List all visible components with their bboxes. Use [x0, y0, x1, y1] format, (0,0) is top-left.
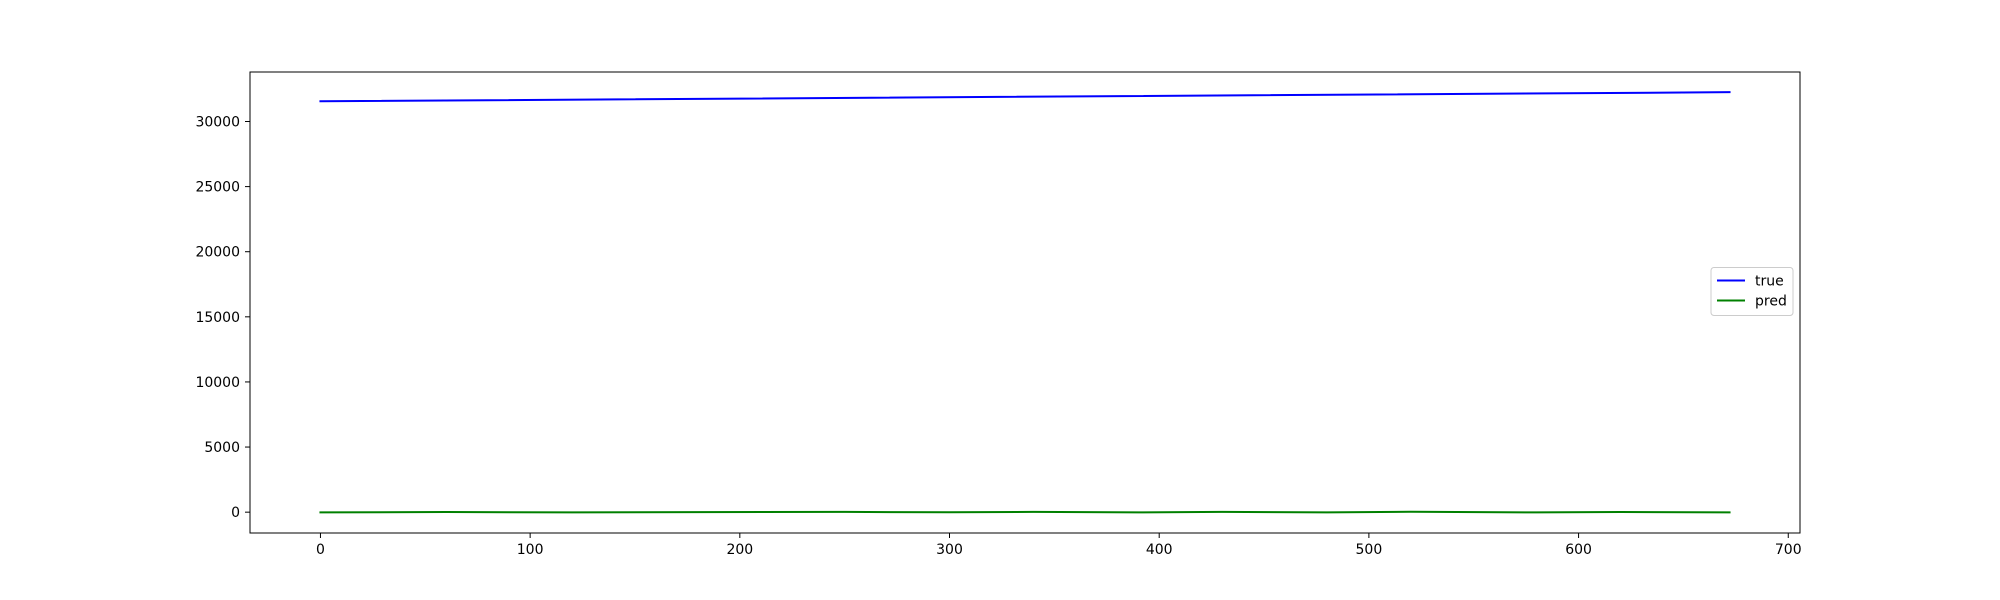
legend-label-true: true: [1755, 274, 1784, 290]
series-line-pred: [319, 510, 1731, 514]
series-line-true: [319, 91, 1731, 103]
x-axis: 0 100 200 300 400 500 600 700: [316, 533, 1802, 558]
x-tick-label-100: 100: [517, 542, 544, 558]
plot-frame: [249, 71, 1801, 534]
y-tick-label-15000: 15000: [195, 310, 240, 326]
x-tick-label-600: 600: [1565, 542, 1592, 558]
x-tick-label-0: 0: [316, 542, 325, 558]
x-tick-label-200: 200: [726, 542, 753, 558]
y-tick-label-10000: 10000: [195, 375, 240, 391]
y-tick-label-25000: 25000: [195, 180, 240, 196]
x-tick-label-300: 300: [936, 542, 963, 558]
plot-area: [250, 72, 1800, 533]
x-tick-label-500: 500: [1356, 542, 1383, 558]
x-tick-label-700: 700: [1775, 542, 1802, 558]
y-axis: 0 5000 10000 15000 20000 25000 30000: [195, 114, 250, 521]
y-tick-label-30000: 30000: [195, 114, 240, 130]
series-layer: [319, 91, 1731, 514]
x-tick-label-400: 400: [1146, 542, 1173, 558]
y-tick-label-0: 0: [231, 505, 240, 521]
y-tick-label-20000: 20000: [195, 245, 240, 261]
legend-label-pred: pred: [1755, 294, 1787, 310]
y-tick-label-5000: 5000: [204, 440, 240, 456]
legend: true pred: [1710, 267, 1794, 316]
